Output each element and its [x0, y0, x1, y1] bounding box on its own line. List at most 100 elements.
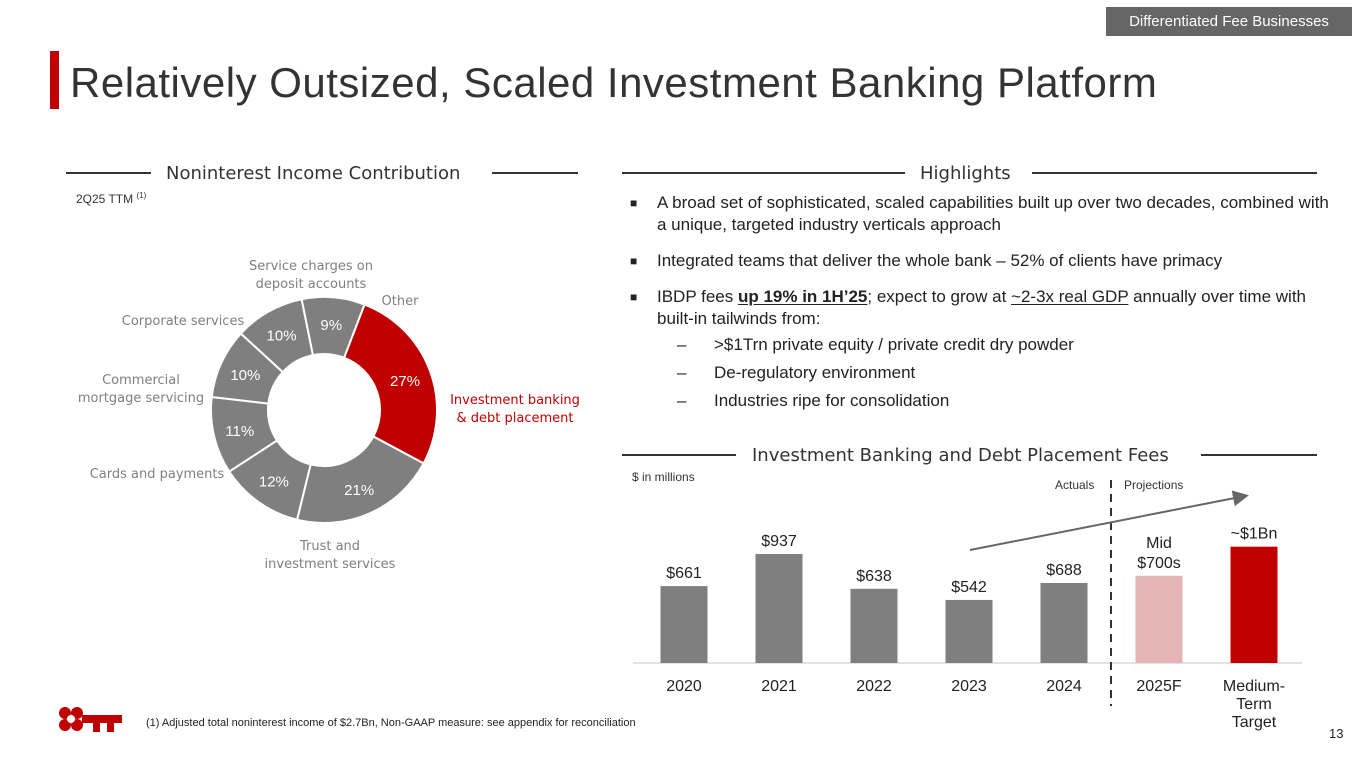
- highlights-rule-left: [622, 172, 905, 174]
- subbullet-text-3: Industries ripe for consolidation: [714, 391, 950, 410]
- donut-label-trust-and-investment-services: Trust and investment services: [265, 539, 396, 572]
- donut-label-line: Cards and payments: [90, 467, 225, 482]
- donut-label-cards-and-payments: Cards and payments: [90, 467, 225, 482]
- page-title: Relatively Outsized, Scaled Investment B…: [70, 59, 1158, 106]
- bar-value-label-line: $638: [856, 568, 892, 585]
- bar-section-title: Investment Banking and Debt Placement Fe…: [752, 445, 1169, 466]
- bar-value-label-line: $661: [666, 565, 702, 582]
- donut-percent-corporate-services: 10%: [230, 367, 260, 384]
- projections-label: Projections: [1124, 478, 1184, 492]
- highlight-bullet-2: ■ Integrated teams that deliver the whol…: [630, 250, 1330, 272]
- highlight-subbullets: – >$1Trn private equity / private credit …: [630, 332, 1330, 414]
- highlight-gdp-figure: ~2-3x real GDP: [1011, 287, 1129, 306]
- bar-medium-term-target: [1230, 546, 1278, 663]
- highlight-text-3-pre: IBDP fees: [657, 287, 738, 306]
- bar-value-label-line: $688: [1046, 562, 1082, 579]
- title-accent-bar: [50, 51, 59, 109]
- donut-percent-other: 9%: [320, 317, 342, 334]
- highlights-list: ■ A broad set of sophisticated, scaled c…: [630, 192, 1330, 414]
- donut-label-commercial-mortgage-servicing: Commercial mortgage servicing: [78, 373, 204, 406]
- period-label-text: 2Q25 TTM: [76, 192, 134, 206]
- bar-category-label-line: 2023: [951, 678, 987, 695]
- donut-label-line: deposit accounts: [256, 277, 367, 292]
- bullet-marker: ■: [630, 196, 638, 210]
- donut-slice-trust-and-investment-services: [295, 435, 425, 524]
- bar-category-label-line: 2022: [856, 678, 892, 695]
- donut-label-line: & debt placement: [457, 411, 574, 426]
- bar-value-label-2025f: Mid $700s: [1137, 535, 1181, 572]
- bar-category-label-line: 2024: [1046, 678, 1082, 695]
- bar-category-label-line: 2021: [761, 678, 797, 695]
- dash-marker: –: [677, 363, 687, 382]
- donut-label-other: Other: [382, 294, 420, 309]
- bar-category-label-line: Term: [1236, 696, 1272, 713]
- page-number: 13: [1329, 726, 1344, 741]
- bar-value-label-2021: $937: [761, 533, 797, 550]
- donut-percent-service-charges-on-deposit-accounts: 10%: [267, 328, 297, 345]
- bar-value-label-line: ~$1Bn: [1231, 526, 1278, 543]
- actuals-label: Actuals: [1055, 478, 1095, 492]
- donut-label-line: Service charges on: [249, 259, 373, 274]
- bar-category-label-line: 2025F: [1136, 678, 1182, 695]
- subbullet-3: – Industries ripe for consolidation: [630, 388, 1330, 414]
- donut-label-line: Trust and: [299, 539, 360, 554]
- bar-value-label-2023: $542: [951, 579, 987, 596]
- donut-label-line: Corporate services: [122, 314, 245, 329]
- bar-2025f: [1135, 575, 1183, 663]
- bar-category-label-2025f: 2025F: [1136, 678, 1182, 695]
- left-section-title: Noninterest Income Contribution: [166, 163, 461, 184]
- bar-2021: [755, 554, 803, 663]
- highlights-rule-right: [1032, 172, 1317, 174]
- bar-value-label-line: $937: [761, 533, 797, 550]
- highlight-text-3-post: annually over time with built-in tailwin…: [657, 287, 1306, 328]
- donut-label-investment-banking-debt-placement: Investment banking & debt placement: [450, 393, 580, 426]
- highlights-title: Highlights: [920, 163, 1011, 184]
- bar-value-label-line: $700s: [1137, 555, 1181, 572]
- bar-section-rule-left: [622, 454, 736, 456]
- donut-label-line: mortgage servicing: [78, 391, 204, 406]
- bar-2023: [945, 599, 993, 663]
- left-section-rule-right: [492, 172, 578, 174]
- highlight-text-3-mid: ; expect to grow at: [867, 287, 1012, 306]
- highlight-text-2: Integrated teams that deliver the whole …: [657, 251, 1223, 270]
- subbullet-2: – De-regulatory environment: [630, 360, 1330, 386]
- bar-value-label-2024: $688: [1046, 562, 1082, 579]
- donut-label-line: Other: [382, 294, 420, 309]
- bar-category-label-2024: 2024: [1046, 678, 1082, 695]
- subbullet-1: – >$1Trn private equity / private credit …: [630, 332, 1330, 358]
- bar-section-rule-right: [1201, 454, 1317, 456]
- key-logo-icon: [59, 707, 122, 732]
- donut-slice-investment-banking-debt-placement: [342, 303, 438, 465]
- donut-label-corporate-services: Corporate services: [122, 314, 245, 329]
- donut-label-line: Commercial: [102, 373, 180, 388]
- bar-value-label-line: Mid: [1146, 535, 1172, 552]
- bar-category-label-line: Target: [1232, 714, 1277, 731]
- bar-category-label-medium-term-target: Medium-Term Target: [1223, 678, 1285, 731]
- dash-marker: –: [677, 391, 687, 410]
- period-footnote-ref: (1): [136, 191, 147, 200]
- bar-category-label-2021: 2021: [761, 678, 797, 695]
- donut-percent-investment-banking-debt-placement: 27%: [390, 373, 420, 390]
- bar-category-label-2023: 2023: [951, 678, 987, 695]
- bar-value-label-medium-term-target: ~$1Bn: [1231, 526, 1278, 543]
- period-label: 2Q25 TTM (1): [76, 191, 146, 206]
- bar-category-label-line: Medium-: [1223, 678, 1285, 695]
- trend-arrow: [969, 490, 1249, 551]
- subbullet-text-1: >$1Trn private equity / private credit d…: [714, 335, 1074, 354]
- bullet-marker: ■: [630, 290, 638, 304]
- bar-category-label-2022: 2022: [856, 678, 892, 695]
- donut-percent-commercial-mortgage-servicing: 11%: [225, 423, 254, 440]
- bar-value-label-2020: $661: [666, 565, 702, 582]
- bar-value-label-line: $542: [951, 579, 987, 596]
- bullet-marker: ■: [630, 254, 638, 268]
- section-tag: Differentiated Fee Businesses: [1106, 7, 1352, 36]
- highlight-bullet-1: ■ A broad set of sophisticated, scaled c…: [630, 192, 1330, 236]
- donut-percent-trust-and-investment-services: 21%: [344, 482, 374, 499]
- bar-2020: [660, 586, 708, 663]
- bar-category-label-line: 2020: [666, 678, 702, 695]
- donut-label-line: investment services: [265, 557, 396, 572]
- bar-category-label-2020: 2020: [666, 678, 702, 695]
- footnote: (1) Adjusted total noninterest income of…: [146, 717, 636, 729]
